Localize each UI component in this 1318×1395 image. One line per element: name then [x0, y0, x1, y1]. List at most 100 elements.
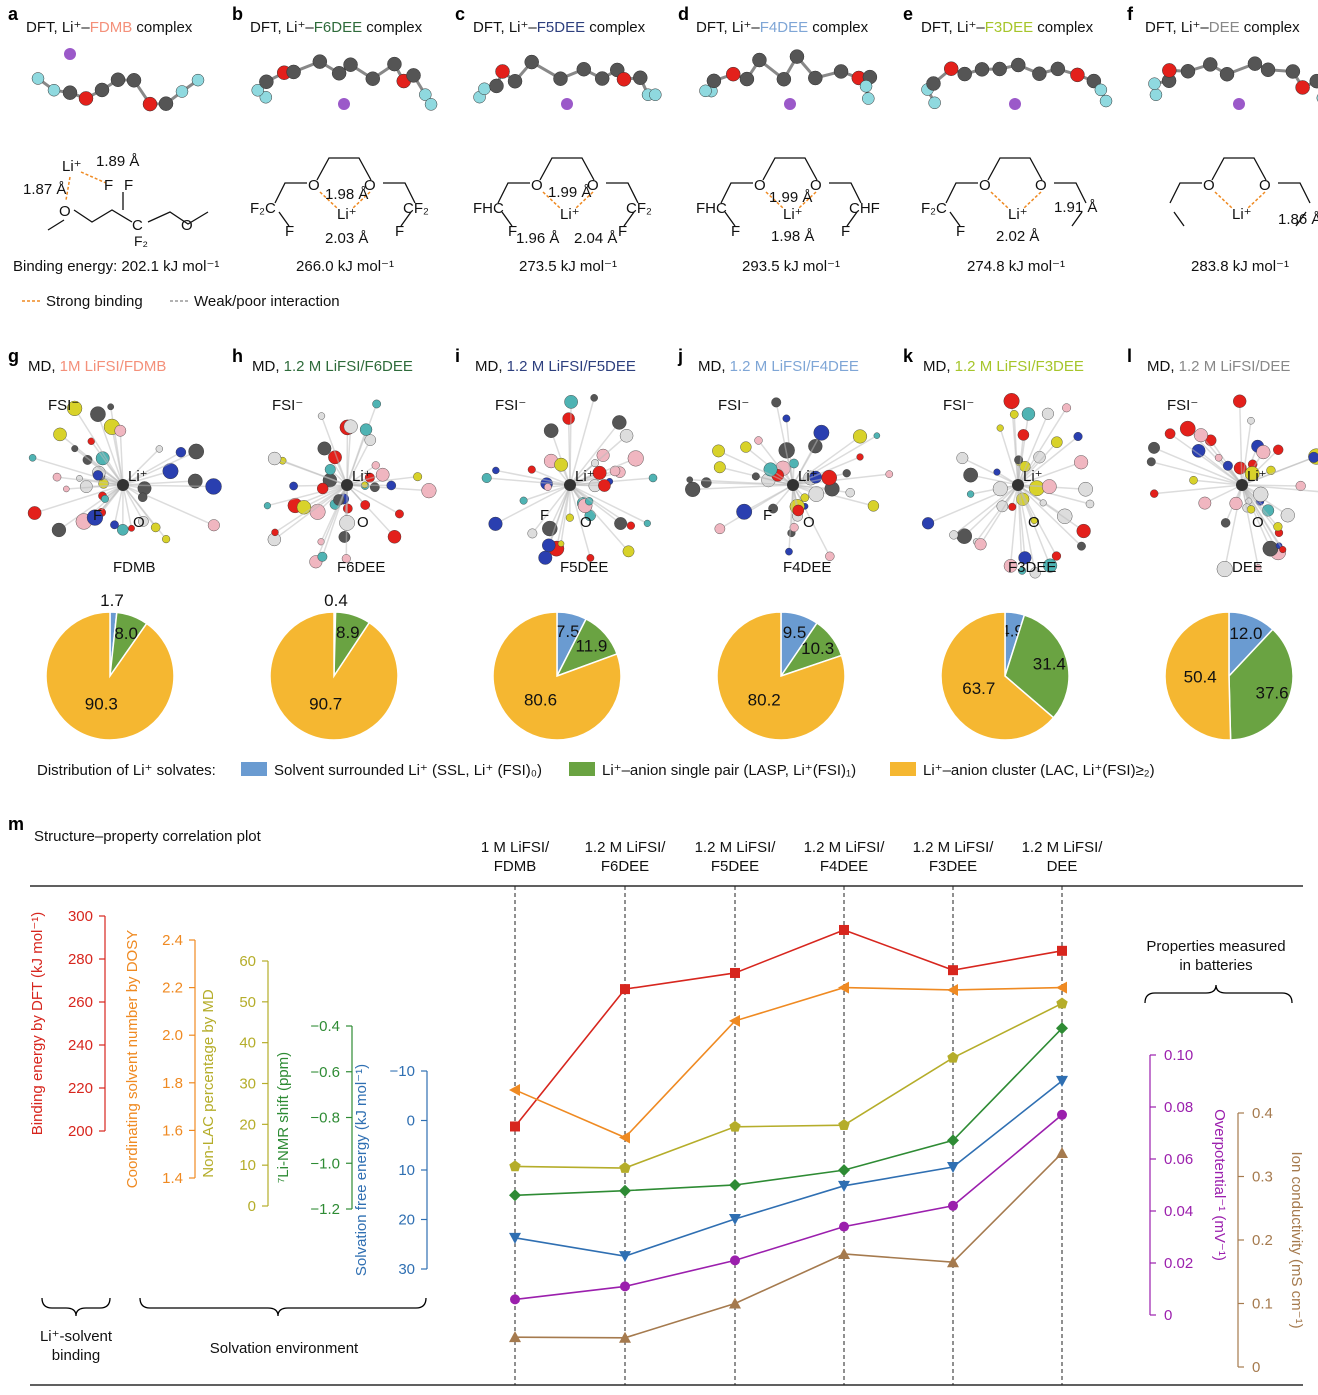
marker-triangle-down [1056, 1076, 1068, 1087]
atom [926, 77, 940, 91]
atom [388, 530, 401, 543]
atom [789, 459, 798, 468]
tick-label: 300 [68, 908, 93, 925]
panel-title: DFT, Li⁺–DEE complex [1145, 19, 1300, 36]
atom [111, 73, 125, 87]
atom [544, 483, 551, 490]
marker-square [839, 925, 849, 935]
atom [785, 548, 792, 555]
atom [520, 497, 527, 504]
tick-label: 240 [68, 1037, 93, 1054]
atom [339, 531, 350, 542]
title-suffix: complex [585, 19, 646, 36]
marker-pentagon [729, 1121, 740, 1132]
atom [317, 483, 328, 494]
atom [387, 481, 396, 490]
tick-label: 0.4 [1252, 1105, 1273, 1122]
tick-label: 1.4 [162, 1170, 183, 1187]
atom [628, 451, 644, 467]
atom [752, 53, 766, 67]
atom [862, 93, 874, 105]
atom [1150, 89, 1162, 101]
atom [1253, 487, 1268, 502]
series-4 [509, 1076, 1068, 1262]
axis-label: Coordinating solvent number by DOSY [124, 930, 141, 1188]
md-snapshot [922, 393, 1094, 578]
atom [1062, 404, 1070, 412]
pie-chart-g: 1.78.090.3 [46, 591, 174, 740]
title-solvent: DEE [1209, 19, 1240, 36]
series-5 [510, 1110, 1067, 1305]
binding-energy: Binding energy: 202.1 kJ mol⁻¹ [13, 258, 219, 275]
legend-swatch-2 [890, 762, 916, 776]
tick-label: 0 [248, 1198, 256, 1215]
tick-label: 0.1 [1252, 1296, 1273, 1313]
tick-label: 30 [398, 1261, 415, 1278]
atom [1230, 497, 1243, 510]
atom [563, 413, 575, 425]
title-suffix: complex [808, 19, 869, 36]
atom [489, 79, 503, 93]
axis-label: Ion conductivity (mS cm⁻¹) [1288, 1151, 1305, 1328]
pie-label: 11.9 [576, 636, 608, 655]
o-label: O [531, 177, 543, 194]
atom [1086, 500, 1094, 508]
tick-label: 30 [239, 1076, 256, 1093]
atom [1022, 407, 1035, 420]
series-line [515, 1003, 1062, 1168]
atom [176, 447, 186, 457]
panel-letter-e: e [903, 4, 913, 24]
panel-title: MD, 1.2 M LiFSI/F3DEE [923, 358, 1084, 375]
brace [42, 1298, 110, 1316]
atom [101, 495, 108, 502]
pie-chart-i: 7.511.980.6 [493, 612, 621, 740]
atom [1148, 442, 1159, 453]
atom [993, 62, 1007, 76]
pie-slice-lac [270, 612, 398, 740]
atom [949, 531, 958, 540]
annotation-text: Properties measured [1146, 938, 1285, 955]
panel-letter-l: l [1127, 346, 1132, 366]
atom [339, 515, 354, 530]
atom [1147, 458, 1155, 466]
anion-label: FSI⁻ [495, 397, 526, 414]
series-line [515, 1028, 1062, 1195]
title-prefix: DFT, Li⁺– [1145, 19, 1209, 36]
tick-label: −1.2 [310, 1201, 340, 1218]
atom [1042, 408, 1054, 420]
lithium-atom [338, 98, 350, 110]
distance-label: 1.89 Å [96, 153, 139, 170]
annotation-text: Li⁺-solvent [40, 1328, 113, 1345]
distance-label: 1.99 Å [548, 184, 591, 201]
lithium-atom [1233, 98, 1245, 110]
atom [361, 500, 370, 509]
atom [489, 517, 503, 531]
atom [313, 55, 327, 69]
plot-title: Structure–property correlation plot [34, 828, 262, 845]
title-electrolyte: 1.2 M LiFSI/F5DEE [507, 358, 636, 375]
series-line [515, 1115, 1062, 1300]
atom [712, 445, 724, 457]
atom [957, 452, 968, 463]
atom [1010, 410, 1018, 418]
atom [159, 97, 173, 111]
column-header: F6DEE [601, 858, 649, 875]
tick-label: 2.2 [162, 980, 183, 997]
molecule-render [922, 58, 1113, 110]
f-label: F [395, 223, 404, 240]
title-suffix: complex [362, 19, 423, 36]
atom [1032, 67, 1046, 81]
atom [366, 72, 380, 86]
series-1 [509, 982, 1067, 1144]
atom [591, 459, 598, 466]
f-label: F [104, 177, 113, 194]
atom [189, 444, 204, 459]
panel-title: DFT, Li⁺–F4DEE complex [696, 19, 869, 36]
series-line [515, 1153, 1062, 1338]
atom [790, 50, 804, 64]
f-label: F [731, 223, 740, 240]
atom [143, 97, 157, 111]
